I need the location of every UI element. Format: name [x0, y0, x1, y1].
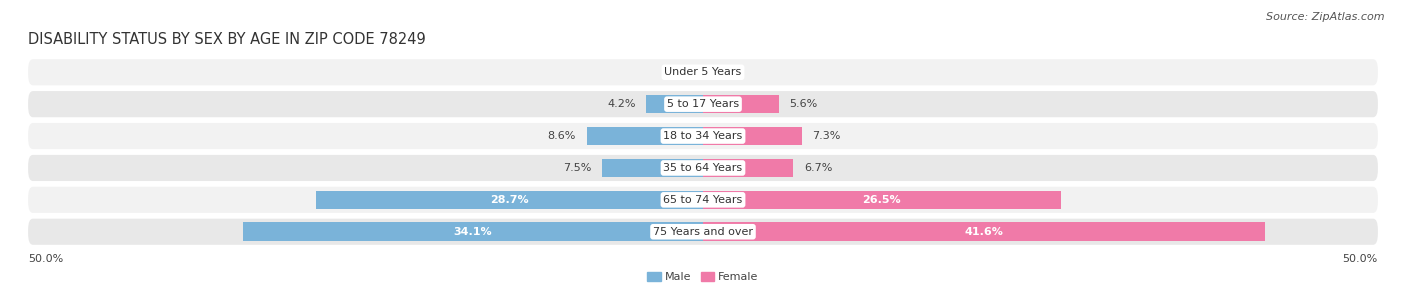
- Bar: [602, 159, 703, 177]
- Text: 41.6%: 41.6%: [965, 227, 1004, 237]
- Text: 5.6%: 5.6%: [789, 99, 818, 109]
- Text: 7.3%: 7.3%: [813, 131, 841, 141]
- Bar: [243, 223, 703, 241]
- Text: 50.0%: 50.0%: [1343, 254, 1378, 264]
- Text: 34.1%: 34.1%: [454, 227, 492, 237]
- FancyBboxPatch shape: [28, 91, 1378, 117]
- Text: 28.7%: 28.7%: [491, 195, 529, 205]
- Bar: [703, 159, 793, 177]
- Text: Under 5 Years: Under 5 Years: [665, 67, 741, 77]
- Text: 7.5%: 7.5%: [562, 163, 591, 173]
- Text: 0.0%: 0.0%: [664, 67, 692, 77]
- Text: 8.6%: 8.6%: [548, 131, 576, 141]
- FancyBboxPatch shape: [28, 187, 1378, 213]
- Bar: [647, 95, 703, 113]
- FancyBboxPatch shape: [28, 123, 1378, 149]
- Bar: [586, 127, 703, 145]
- Text: 65 to 74 Years: 65 to 74 Years: [664, 195, 742, 205]
- Text: 26.5%: 26.5%: [862, 195, 901, 205]
- Legend: Male, Female: Male, Female: [643, 267, 763, 287]
- Text: 75 Years and over: 75 Years and over: [652, 227, 754, 237]
- Text: DISABILITY STATUS BY SEX BY AGE IN ZIP CODE 78249: DISABILITY STATUS BY SEX BY AGE IN ZIP C…: [28, 32, 426, 47]
- Bar: [703, 191, 1060, 209]
- Bar: [315, 191, 703, 209]
- FancyBboxPatch shape: [28, 155, 1378, 181]
- Text: 6.7%: 6.7%: [804, 163, 832, 173]
- Bar: [703, 127, 801, 145]
- FancyBboxPatch shape: [28, 59, 1378, 85]
- Text: 50.0%: 50.0%: [28, 254, 63, 264]
- Text: 5 to 17 Years: 5 to 17 Years: [666, 99, 740, 109]
- Text: 4.2%: 4.2%: [607, 99, 636, 109]
- Text: 35 to 64 Years: 35 to 64 Years: [664, 163, 742, 173]
- Text: 18 to 34 Years: 18 to 34 Years: [664, 131, 742, 141]
- Bar: [703, 95, 779, 113]
- Text: 0.0%: 0.0%: [714, 67, 742, 77]
- FancyBboxPatch shape: [28, 219, 1378, 245]
- Text: Source: ZipAtlas.com: Source: ZipAtlas.com: [1267, 12, 1385, 22]
- Bar: [703, 223, 1264, 241]
